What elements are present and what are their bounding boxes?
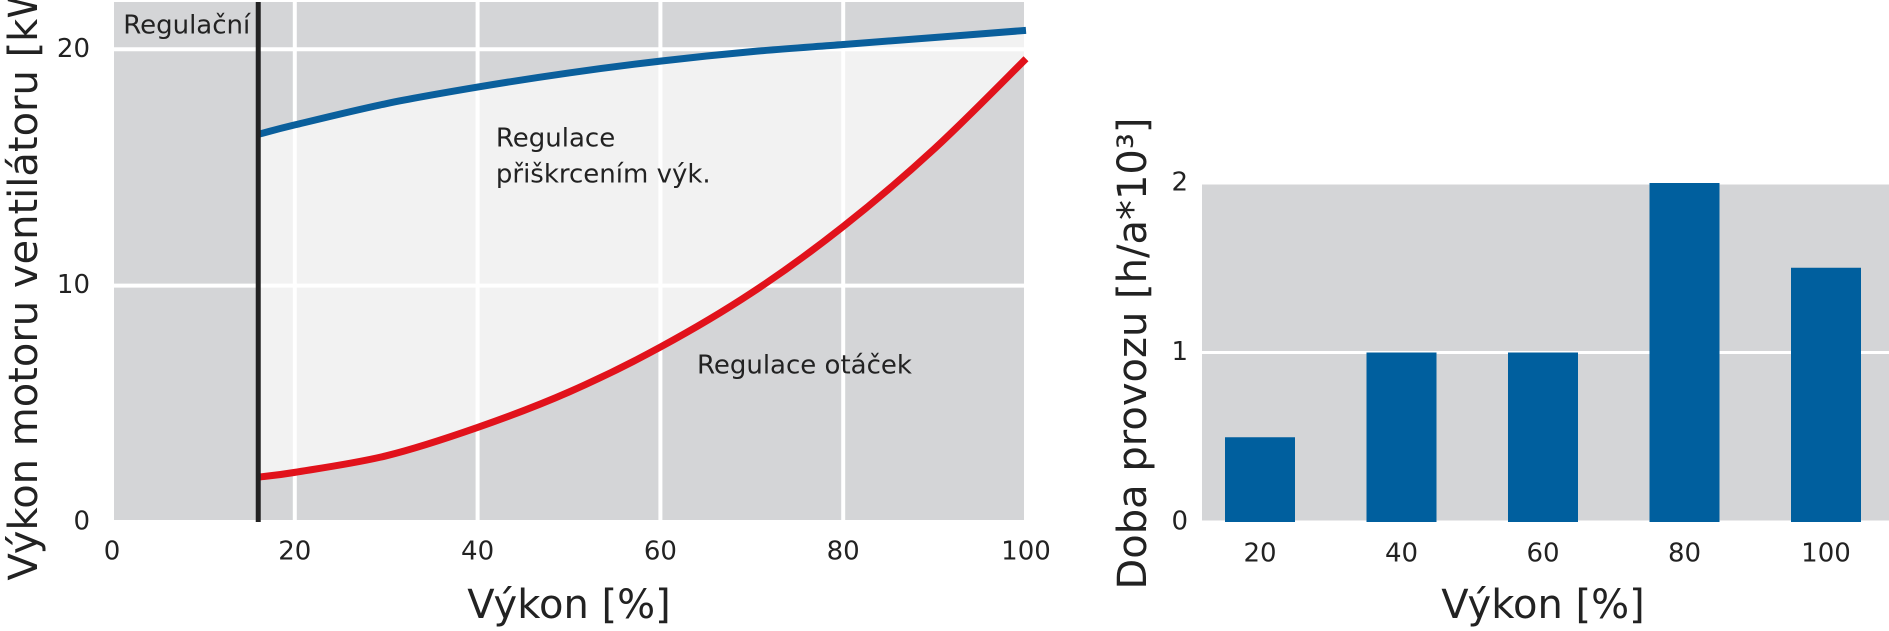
y-tick-label: 20 xyxy=(57,34,90,64)
y-tick-label: 0 xyxy=(1171,507,1188,537)
annotation: Regulace otáček xyxy=(697,351,912,381)
x-tick-label: 80 xyxy=(827,537,860,567)
line xyxy=(257,56,1029,481)
x-tick-label: 60 xyxy=(644,537,677,567)
x-tick-label: 60 xyxy=(1526,539,1559,569)
y-axis-title: Výkon motoru ventilátoru [kW] xyxy=(1,0,47,581)
bar xyxy=(1649,183,1720,522)
y-tick-label: 1 xyxy=(1171,337,1188,367)
band-fill xyxy=(258,30,1026,478)
annotation: přiškrcením výk. xyxy=(496,160,711,190)
y-tick-label: 2 xyxy=(1171,168,1188,198)
limit-label: Regulační xyxy=(123,11,251,41)
y-tick-label: 0 xyxy=(73,507,90,537)
x-axis-title: Výkon [%] xyxy=(467,582,670,628)
x-tick-label: 100 xyxy=(1801,539,1851,569)
x-tick-label: 80 xyxy=(1668,539,1701,569)
y-tick-label: 10 xyxy=(57,270,90,300)
bar xyxy=(1366,352,1437,522)
bar xyxy=(1225,437,1295,522)
bar xyxy=(1791,267,1861,522)
x-axis-title: Výkon [%] xyxy=(1441,582,1644,628)
line xyxy=(257,26,1027,138)
annotation: Regulace xyxy=(496,124,615,154)
x-tick-label: 0 xyxy=(104,537,121,567)
x-tick-label: 40 xyxy=(461,537,494,567)
y-axis-title: Doba provozu [h/a*10³] xyxy=(1110,117,1156,589)
bar xyxy=(1508,352,1578,522)
x-tick-label: 40 xyxy=(1385,539,1418,569)
x-tick-label: 20 xyxy=(1243,539,1276,569)
x-tick-label: 100 xyxy=(1001,537,1051,567)
x-tick-label: 20 xyxy=(278,537,311,567)
